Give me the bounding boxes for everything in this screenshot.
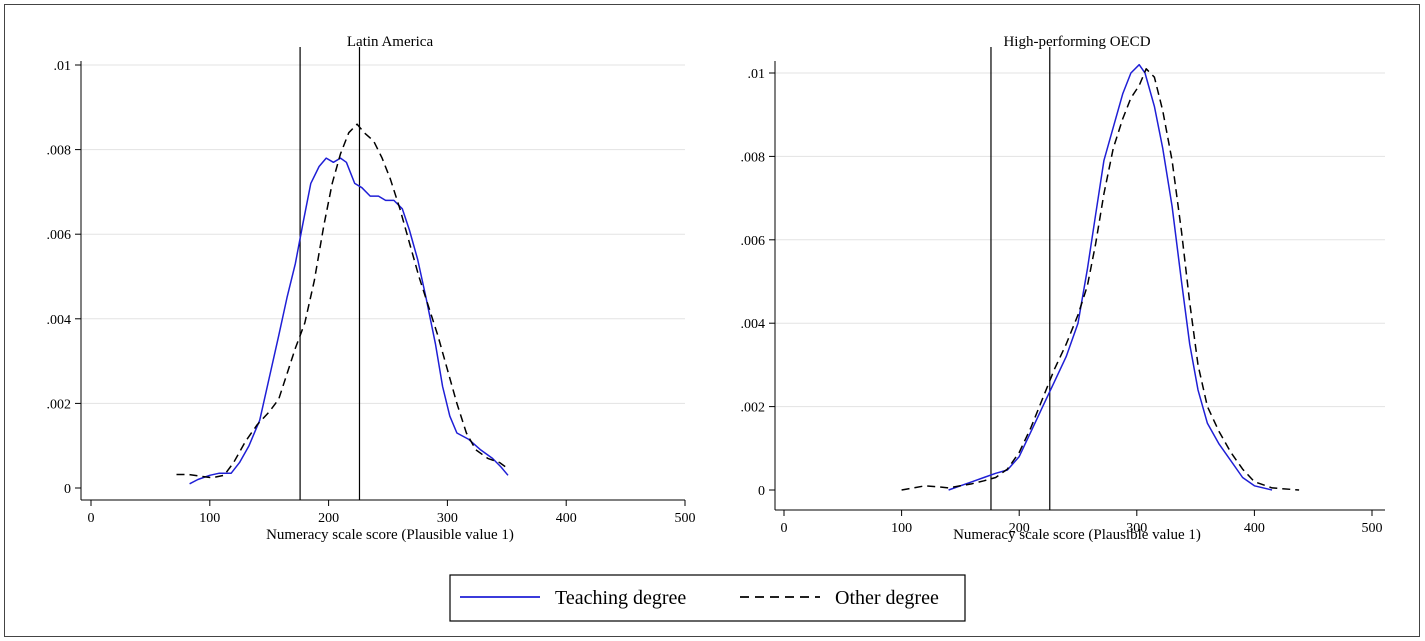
x-tick-label: 0 [88, 511, 95, 526]
x-axis-title: Numeracy scale score (Plausible value 1) [953, 527, 1201, 543]
y-tick-label: .002 [47, 397, 72, 412]
x-tick-label: 500 [1362, 521, 1383, 536]
panel-high-performing-oecd: 0 .002 .004 .006 .008 .01 0 100 200 300 400 500 High… [741, 34, 1385, 543]
y-tick-label: .006 [47, 228, 72, 243]
panel-latin-america: 0 .002 .004 .006 .008 .01 0 100 200 300 400 500 Lati… [47, 34, 696, 543]
x-tick-label: 100 [891, 521, 912, 536]
panel-title: High-performing OECD [1003, 34, 1150, 50]
legend-box [449, 574, 966, 622]
y-tick-label: .01 [54, 59, 72, 74]
x-axis-title: Numeracy scale score (Plausible value 1) [266, 527, 514, 543]
x-tick-label: 400 [556, 511, 577, 526]
y-tick-label: .008 [47, 144, 72, 159]
legend-label-other-degree: Other degree [835, 587, 939, 609]
legend-label-teaching-degree: Teaching degree [555, 587, 686, 609]
x-tick-label: 300 [437, 511, 458, 526]
chart-canvas: 0 .002 .004 .006 .008 .01 0 100 200 300 400 500 Lati… [47, 34, 1385, 622]
y-tick-label: 0 [64, 482, 71, 497]
y-tick-label: .004 [47, 313, 72, 328]
series-line-teaching-degree [948, 63, 1273, 491]
x-tick-label: 200 [318, 511, 339, 526]
x-tick-label: 300 [1126, 521, 1147, 536]
legend: Teaching degree Other degree [449, 574, 966, 622]
y-tick-label: .004 [741, 317, 766, 332]
y-tick-label: .008 [741, 150, 766, 165]
x-tick-label: 0 [781, 521, 788, 536]
series-line-other-degree [901, 68, 1300, 491]
y-tick-label: .01 [748, 67, 766, 82]
y-tick-label: .002 [741, 401, 766, 416]
figure-frame: 0 .002 .004 .006 .008 .01 0 100 200 300 400 500 Lati… [4, 4, 1420, 637]
panel-title: Latin America [347, 34, 434, 50]
x-tick-label: 200 [1009, 521, 1030, 536]
series-line-other-degree [176, 123, 507, 479]
x-tick-label: 100 [199, 511, 220, 526]
series-line-teaching-degree [189, 157, 509, 485]
y-tick-label: .006 [741, 234, 766, 249]
x-tick-label: 400 [1244, 521, 1265, 536]
x-tick-label: 500 [675, 511, 696, 526]
y-tick-label: 0 [758, 484, 765, 499]
